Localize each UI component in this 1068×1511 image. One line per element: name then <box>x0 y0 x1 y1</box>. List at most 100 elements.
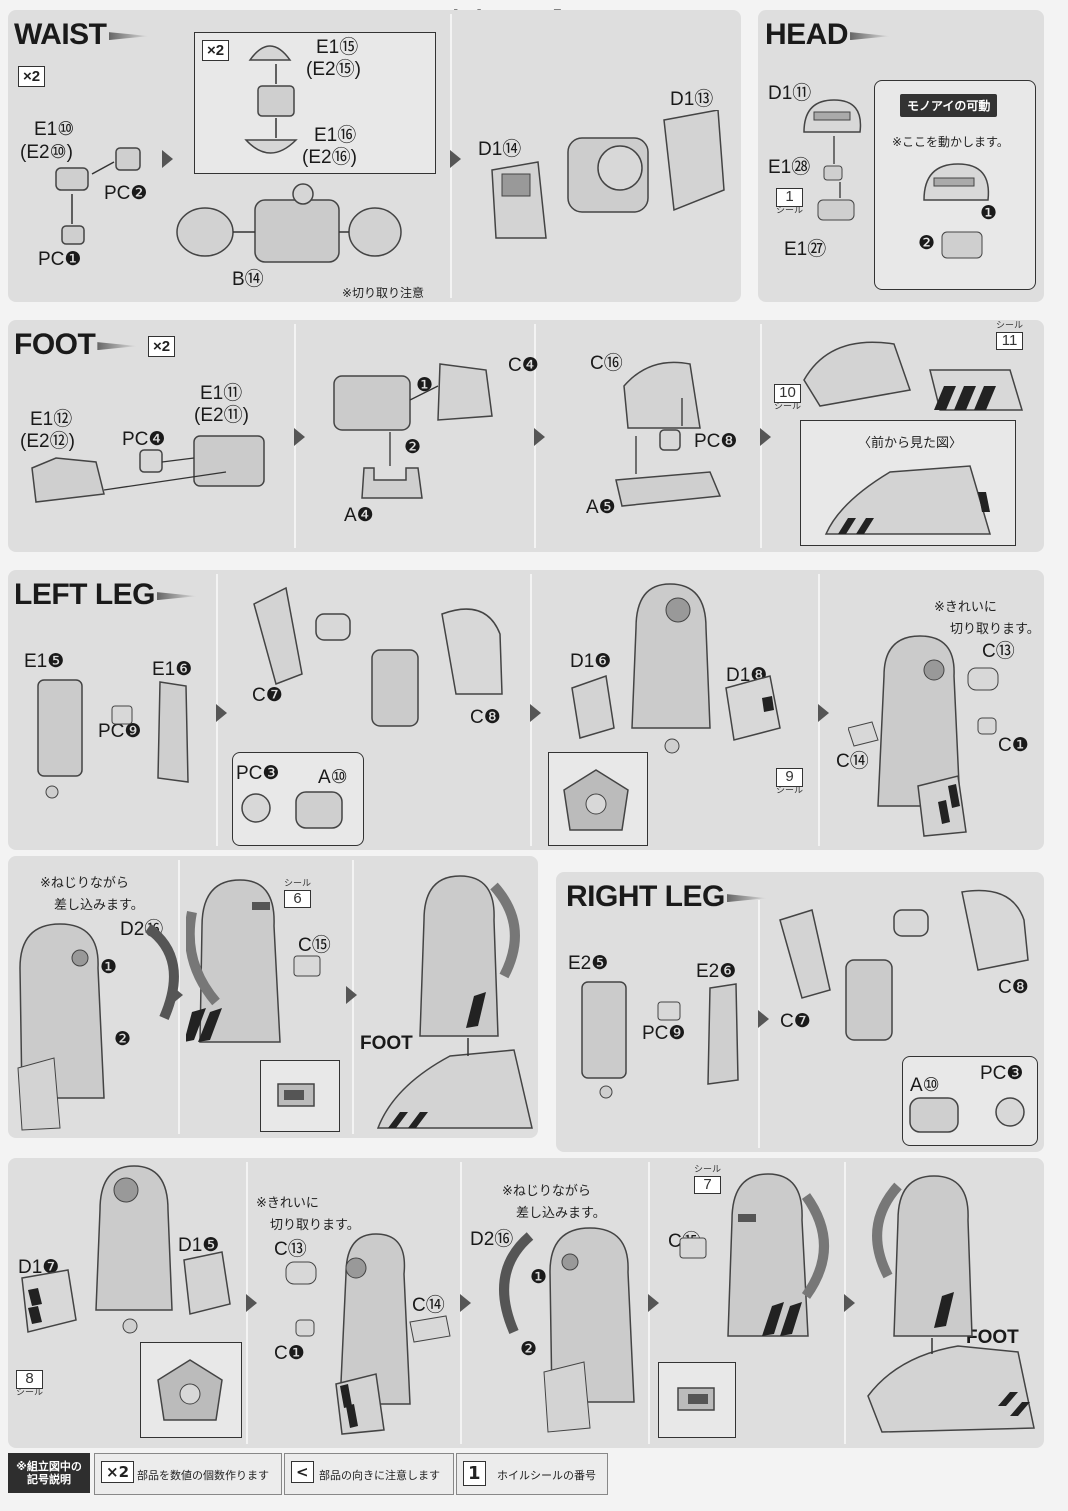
instruction-note: 差し込みます。 <box>516 1206 606 1221</box>
legend-symbol: ×2 <box>101 1461 135 1483</box>
part-label: C⑭ <box>836 751 869 772</box>
waist-joint-diagram <box>55 147 141 245</box>
part-label: PC❾ <box>98 721 142 742</box>
seal-number: 9 シール <box>776 768 804 796</box>
section-title-head: HEAD <box>765 18 891 52</box>
seal-number: シール 7 <box>694 1165 722 1195</box>
waist-ball-joint <box>244 45 298 154</box>
part-label: D1⑪ <box>768 83 812 104</box>
section-title-waist: WAIST <box>14 18 149 52</box>
left-leg-knee-diagram <box>848 635 999 837</box>
part-label: (E2⑯) <box>302 147 357 168</box>
part-label: D1❼ <box>18 1257 60 1278</box>
left-leg-thigh-diagram <box>571 583 781 754</box>
part-label: D1⑬ <box>670 89 714 110</box>
part-label: E1⑯ <box>314 125 357 146</box>
front-view-caption: 〈前から見た図〉 <box>858 436 963 451</box>
part-label: E1⑩ <box>34 119 75 140</box>
foot-joint-diagram <box>31 435 265 503</box>
legend-symbol: < <box>291 1461 314 1483</box>
part-label: E1⑫ <box>30 409 73 430</box>
part-label: A❹ <box>344 505 374 526</box>
instruction-note: ※ねじりながら <box>502 1184 591 1199</box>
part-label: C❶ <box>998 735 1029 756</box>
multiplier-badge: ×2 <box>18 66 46 87</box>
part-label: A⑩ <box>910 1075 940 1096</box>
part-label: D1❺ <box>178 1235 220 1256</box>
part-label: PC❸ <box>236 763 280 784</box>
part-label: E2❺ <box>568 953 609 974</box>
left-leg-cable-diagram <box>17 923 179 1131</box>
legend-text: 部品を数値の個数作ります <box>137 1469 269 1482</box>
part-label: B⑭ <box>232 269 264 290</box>
legend-item: ×2 部品を数値の個数作ります <box>94 1453 282 1495</box>
part-label: C❽ <box>470 707 501 728</box>
right-leg-thigh-diagram <box>21 1165 231 1334</box>
right-leg-frame-diagram <box>581 981 739 1099</box>
legend-item: < 部品の向きに注意します <box>284 1453 454 1495</box>
part-label: C⑭ <box>412 1295 445 1316</box>
part-label: PC❸ <box>980 1063 1024 1084</box>
instruction-note: 切り取ります。 <box>270 1218 360 1233</box>
legend-text: ホイルシールの番号 <box>497 1469 596 1482</box>
waist-inset <box>194 32 436 174</box>
step-number: ❷ <box>404 437 422 458</box>
right-leg-knee-diagram <box>285 1233 451 1435</box>
seal-number: 10 シール <box>774 384 802 412</box>
part-label: C❼ <box>780 1011 811 1032</box>
step-number: ❶ <box>980 203 998 224</box>
right-leg-seal-inset-diagram <box>677 1387 715 1411</box>
legend-symbol: 1 <box>463 1461 486 1486</box>
step-number: ❷ <box>520 1339 538 1360</box>
right-leg-foot-attach-diagram <box>867 1175 1035 1433</box>
right-leg-seal-diagram <box>679 1173 829 1337</box>
part-label: PC❷ <box>104 183 148 204</box>
section-title-left-leg: LEFT LEG <box>14 578 197 612</box>
part-label: C❹ <box>508 355 539 376</box>
multiplier-badge: ×2 <box>148 336 176 357</box>
legend-text: 部品の向きに注意します <box>319 1469 440 1482</box>
seal-number: 8 シール <box>16 1370 44 1398</box>
left-leg-inset-diagram <box>563 769 629 831</box>
part-label: C⑬ <box>274 1239 307 1260</box>
right-leg-cable-diagram <box>499 1227 635 1433</box>
foot-toe-diagram <box>615 361 722 507</box>
instruction-note: 切り取ります。 <box>950 622 1040 637</box>
seal-number: シール 11 <box>996 321 1024 351</box>
part-label: (E2⑩) <box>20 142 73 163</box>
caution-note: ※切り取り注意 <box>342 286 425 300</box>
step-number: ❷ <box>918 233 936 254</box>
part-label: E1❻ <box>152 659 193 680</box>
foot-armor-diagram <box>333 363 493 499</box>
right-leg-inset-diagram <box>157 1359 223 1421</box>
part-label: (E2⑫) <box>20 431 75 452</box>
part-label: E1⑪ <box>200 383 243 404</box>
part-label: PC❾ <box>642 1023 686 1044</box>
part-label: FOOT <box>966 1327 1019 1348</box>
part-label: FOOT <box>360 1033 413 1054</box>
pc3-diagram <box>241 791 343 829</box>
seal-number: 1 シール <box>776 188 804 216</box>
left-leg-shell-diagram <box>253 586 503 727</box>
part-label: E1㉘ <box>768 157 811 178</box>
part-label: (E2⑪) <box>194 405 249 426</box>
part-label: D1❻ <box>570 651 612 672</box>
instruction-note: ※ねじりながら <box>40 876 129 891</box>
left-leg-seal-inset-diagram <box>277 1083 315 1107</box>
seal-number: シール 6 <box>284 879 312 909</box>
part-label: C❶ <box>274 1343 305 1364</box>
foot-front-view <box>824 465 992 535</box>
waist-armor-assembly <box>491 110 725 239</box>
step-number: ❶ <box>530 1267 548 1288</box>
pc3-right-diagram <box>909 1097 1025 1133</box>
legend-title: ※組立図中の 記号説明 <box>8 1453 90 1493</box>
part-label: C⑮ <box>298 935 331 956</box>
part-label: (E2⑮) <box>306 59 361 80</box>
part-label: D2⑯ <box>470 1229 514 1250</box>
part-label: E1㉗ <box>784 239 827 260</box>
monoeye-badge: モノアイの可動 <box>900 94 998 117</box>
multiplier-badge: ×2 <box>202 40 230 61</box>
part-label: C❽ <box>998 977 1029 998</box>
right-leg-shell-diagram <box>779 889 1029 1041</box>
part-label: E1❺ <box>24 651 65 672</box>
